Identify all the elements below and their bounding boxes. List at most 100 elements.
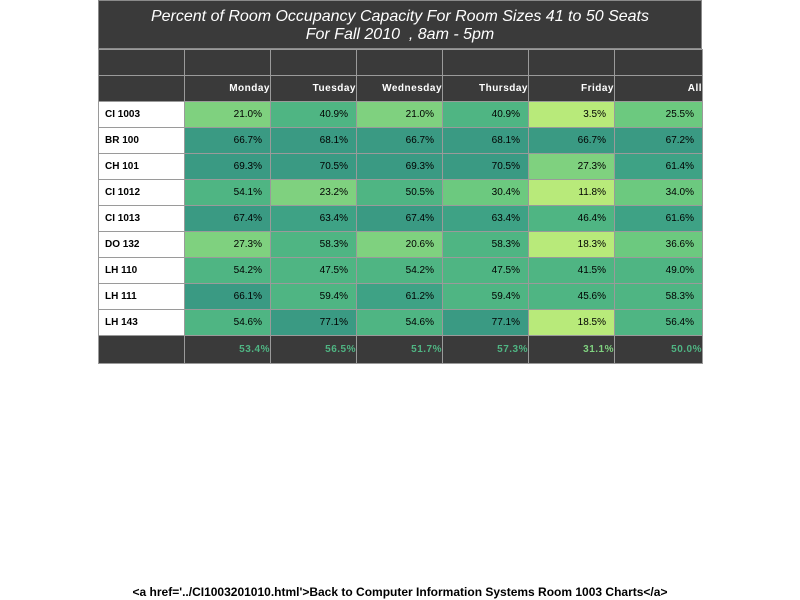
heatmap-cell: 54.6% bbox=[356, 309, 443, 336]
heatmap-cell: 61.6% bbox=[614, 205, 703, 232]
heatmap-cell: 69.3% bbox=[184, 153, 271, 180]
heatmap-cell: 68.1% bbox=[442, 127, 529, 154]
table-row: DO 132 27.3% 58.3% 20.6% 58.3% 18.3% 36.6% bbox=[98, 231, 703, 258]
heatmap-cell: 58.3% bbox=[270, 231, 357, 258]
heatmap-cell: 66.1% bbox=[184, 283, 271, 310]
totals-row: 53.4% 56.5% 51.7% 57.3% 31.1% 50.0% bbox=[98, 335, 703, 364]
row-label: CI 1012 bbox=[98, 179, 185, 206]
table-row: CI 1013 67.4% 63.4% 67.4% 63.4% 46.4% 61.6% bbox=[98, 205, 703, 232]
table-row: CI 1012 54.1% 23.2% 50.5% 30.4% 11.8% 34.0% bbox=[98, 179, 703, 206]
heatmap-cell: 77.1% bbox=[442, 309, 529, 336]
heatmap-cell: 58.3% bbox=[442, 231, 529, 258]
heatmap-cell: 54.6% bbox=[184, 309, 271, 336]
heatmap-cell: 63.4% bbox=[442, 205, 529, 232]
heatmap-cell: 68.1% bbox=[270, 127, 357, 154]
row-label: CI 1003 bbox=[98, 101, 185, 128]
heatmap-cell: 27.3% bbox=[528, 153, 615, 180]
heatmap-cell: 70.5% bbox=[270, 153, 357, 180]
blank-header-cell bbox=[184, 49, 271, 76]
blank-header-row bbox=[98, 49, 703, 76]
heatmap-cell: 50.5% bbox=[356, 179, 443, 206]
heatmap-cell: 54.1% bbox=[184, 179, 271, 206]
heatmap-cell: 34.0% bbox=[614, 179, 703, 206]
corner-header-cell bbox=[98, 75, 185, 102]
heatmap-cell: 36.6% bbox=[614, 231, 703, 258]
blank-header-cell bbox=[442, 49, 529, 76]
back-link[interactable]: <a href='../CI1003201010.html'>Back to C… bbox=[132, 585, 668, 599]
heatmap-cell: 70.5% bbox=[442, 153, 529, 180]
column-header-tuesday: Tuesday bbox=[270, 75, 357, 102]
total-cell: 31.1% bbox=[528, 335, 615, 364]
total-cell: 56.5% bbox=[270, 335, 357, 364]
heatmap-cell: 54.2% bbox=[356, 257, 443, 284]
column-header-monday: Monday bbox=[184, 75, 271, 102]
heatmap-cell: 61.2% bbox=[356, 283, 443, 310]
blank-header-cell bbox=[98, 49, 185, 76]
table-row: LH 111 66.1% 59.4% 61.2% 59.4% 45.6% 58.3% bbox=[98, 283, 703, 310]
column-header-all: All bbox=[614, 75, 703, 102]
heatmap-cell: 40.9% bbox=[270, 101, 357, 128]
heatmap-cell: 47.5% bbox=[270, 257, 357, 284]
row-label: CH 101 bbox=[98, 153, 185, 180]
table-row: CI 1003 21.0% 40.9% 21.0% 40.9% 3.5% 25.5% bbox=[98, 101, 703, 128]
heatmap-cell: 20.6% bbox=[356, 231, 443, 258]
row-label: CI 1013 bbox=[98, 205, 185, 232]
column-header-row: Monday Tuesday Wednesday Thursday Friday All bbox=[98, 75, 703, 102]
blank-header-cell bbox=[356, 49, 443, 76]
heatmap-cell: 69.3% bbox=[356, 153, 443, 180]
row-label: DO 132 bbox=[98, 231, 185, 258]
heatmap-cell: 56.4% bbox=[614, 309, 703, 336]
heatmap-cell: 27.3% bbox=[184, 231, 271, 258]
heatmap-cell: 59.4% bbox=[442, 283, 529, 310]
heatmap-cell: 30.4% bbox=[442, 179, 529, 206]
table-row: BR 100 66.7% 68.1% 66.7% 68.1% 66.7% 67.2% bbox=[98, 127, 703, 154]
heatmap-cell: 49.0% bbox=[614, 257, 703, 284]
heatmap-cell: 63.4% bbox=[270, 205, 357, 232]
total-cell: 57.3% bbox=[442, 335, 529, 364]
heatmap-cell: 41.5% bbox=[528, 257, 615, 284]
heatmap-cell: 21.0% bbox=[184, 101, 271, 128]
column-header-thursday: Thursday bbox=[442, 75, 529, 102]
row-label: LH 111 bbox=[98, 283, 185, 310]
heatmap-cell: 67.4% bbox=[356, 205, 443, 232]
heatmap-cell: 58.3% bbox=[614, 283, 703, 310]
heatmap-cell: 66.7% bbox=[528, 127, 615, 154]
table-row: LH 143 54.6% 77.1% 54.6% 77.1% 18.5% 56.4% bbox=[98, 309, 703, 336]
table-row: CH 101 69.3% 70.5% 69.3% 70.5% 27.3% 61.4% bbox=[98, 153, 703, 180]
heatmap-cell: 77.1% bbox=[270, 309, 357, 336]
column-header-wednesday: Wednesday bbox=[356, 75, 443, 102]
totals-label-cell bbox=[98, 335, 185, 364]
heatmap-cell: 66.7% bbox=[356, 127, 443, 154]
heatmap-cell: 67.2% bbox=[614, 127, 703, 154]
row-label: LH 143 bbox=[98, 309, 185, 336]
chart-subtitle: For Fall 2010 , 8am - 5pm bbox=[305, 26, 495, 43]
occupancy-heatmap: Monday Tuesday Wednesday Thursday Friday All C… bbox=[98, 49, 703, 364]
total-cell: 51.7% bbox=[356, 335, 443, 364]
blank-header-cell bbox=[614, 49, 703, 76]
heatmap-cell: 23.2% bbox=[270, 179, 357, 206]
heatmap-cell: 45.6% bbox=[528, 283, 615, 310]
heatmap-cell: 66.7% bbox=[184, 127, 271, 154]
blank-header-cell bbox=[528, 49, 615, 76]
heatmap-cell: 67.4% bbox=[184, 205, 271, 232]
heatmap-cell: 21.0% bbox=[356, 101, 443, 128]
heatmap-cell: 25.5% bbox=[614, 101, 703, 128]
heatmap-cell: 61.4% bbox=[614, 153, 703, 180]
heatmap-cell: 54.2% bbox=[184, 257, 271, 284]
total-cell: 50.0% bbox=[614, 335, 703, 364]
heatmap-cell: 47.5% bbox=[442, 257, 529, 284]
heatmap-cell: 18.3% bbox=[528, 231, 615, 258]
blank-header-cell bbox=[270, 49, 357, 76]
heatmap-cell: 46.4% bbox=[528, 205, 615, 232]
column-header-friday: Friday bbox=[528, 75, 615, 102]
table-row: LH 110 54.2% 47.5% 54.2% 47.5% 41.5% 49.0% bbox=[98, 257, 703, 284]
total-cell: 53.4% bbox=[184, 335, 271, 364]
heatmap-cell: 3.5% bbox=[528, 101, 615, 128]
heatmap-cell: 59.4% bbox=[270, 283, 357, 310]
row-label: LH 110 bbox=[98, 257, 185, 284]
row-label: BR 100 bbox=[98, 127, 185, 154]
heatmap-cell: 40.9% bbox=[442, 101, 529, 128]
chart-title: Percent of Room Occupancy Capacity For R… bbox=[150, 8, 649, 25]
heatmap-cell: 11.8% bbox=[528, 179, 615, 206]
chart-title-box: Percent of Room Occupancy Capacity For R… bbox=[98, 0, 702, 49]
